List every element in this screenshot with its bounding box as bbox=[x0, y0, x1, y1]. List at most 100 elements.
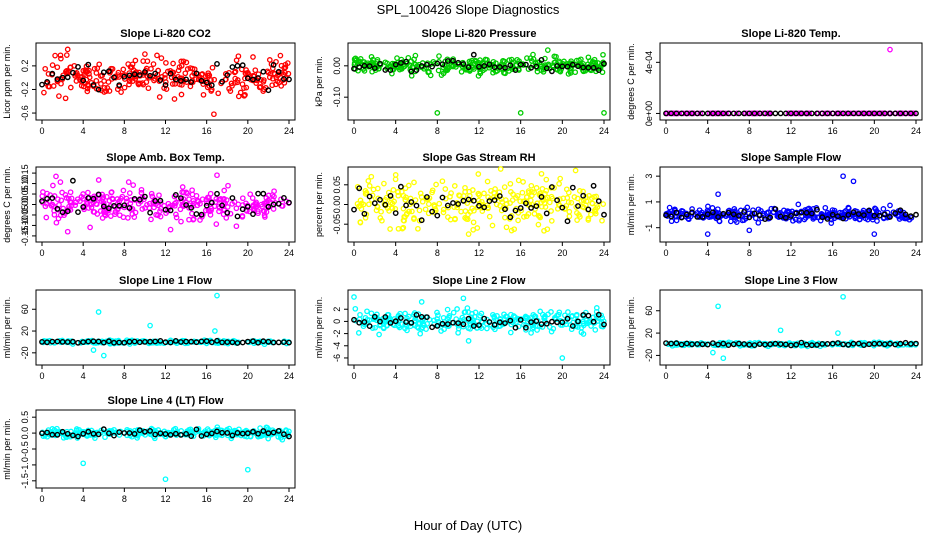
data-point bbox=[575, 324, 581, 330]
x-tick-label: 24 bbox=[284, 371, 294, 381]
y-tick-label: 0.5 bbox=[20, 411, 30, 424]
data-point bbox=[372, 324, 378, 331]
data-point bbox=[556, 196, 563, 202]
data-point bbox=[41, 89, 47, 96]
reference-point bbox=[408, 68, 415, 75]
data-point bbox=[425, 201, 432, 207]
reference-point bbox=[49, 195, 56, 202]
reference-point bbox=[131, 71, 138, 78]
data-point bbox=[796, 217, 802, 224]
reference-point bbox=[167, 431, 174, 438]
data-point bbox=[599, 315, 606, 321]
data-point bbox=[378, 208, 384, 215]
reference-point bbox=[255, 430, 262, 437]
reference-point bbox=[819, 340, 826, 347]
data-point bbox=[354, 200, 361, 207]
reference-point bbox=[782, 214, 789, 221]
reference-point bbox=[496, 193, 503, 199]
data-point bbox=[94, 211, 101, 217]
reference-point bbox=[590, 318, 597, 325]
reference-point bbox=[188, 79, 195, 85]
data-point bbox=[169, 81, 176, 87]
data-point bbox=[712, 110, 719, 117]
data-point bbox=[416, 207, 423, 214]
data-point bbox=[242, 70, 249, 77]
outlier-point bbox=[887, 46, 893, 53]
outlier-point bbox=[704, 231, 711, 237]
data-point bbox=[534, 327, 540, 333]
data-point bbox=[763, 210, 770, 216]
data-point bbox=[224, 204, 231, 210]
reference-point bbox=[585, 312, 592, 319]
y-axis-label: ml/min per min. bbox=[314, 297, 324, 359]
reference-point bbox=[538, 193, 545, 200]
data-point bbox=[137, 80, 143, 87]
reference-point bbox=[668, 340, 675, 347]
data-point bbox=[366, 317, 373, 323]
reference-point bbox=[229, 432, 236, 439]
outlier-point bbox=[850, 178, 857, 185]
reference-point bbox=[762, 341, 768, 348]
data-point bbox=[80, 191, 86, 197]
data-point bbox=[440, 206, 447, 213]
reference-point bbox=[106, 205, 112, 212]
reference-point bbox=[100, 426, 107, 433]
reference-point bbox=[465, 64, 472, 71]
data-point bbox=[744, 204, 751, 211]
reference-point bbox=[756, 212, 763, 219]
data-point bbox=[863, 212, 869, 219]
data-point bbox=[180, 196, 187, 202]
reference-point bbox=[126, 430, 133, 436]
reference-point bbox=[814, 341, 820, 348]
data-point bbox=[366, 183, 373, 189]
reference-point bbox=[188, 433, 195, 439]
data-point bbox=[184, 190, 191, 197]
reference-point bbox=[866, 341, 872, 348]
data-point bbox=[227, 88, 234, 94]
reference-point bbox=[689, 341, 695, 348]
data-point bbox=[118, 89, 124, 95]
data-point bbox=[179, 184, 186, 190]
data-point bbox=[138, 186, 145, 193]
data-point bbox=[277, 52, 284, 59]
outlier-point bbox=[559, 355, 566, 361]
reference-point bbox=[162, 82, 169, 88]
reference-point bbox=[387, 192, 394, 199]
reference-point bbox=[198, 211, 205, 218]
reference-point bbox=[80, 430, 87, 437]
data-point bbox=[368, 310, 375, 317]
y-tick-label: -0.15 bbox=[20, 226, 30, 247]
reference-point bbox=[423, 194, 430, 200]
data-point bbox=[548, 328, 555, 335]
reference-point bbox=[260, 428, 267, 434]
reference-point bbox=[85, 195, 92, 201]
reference-point bbox=[683, 110, 690, 117]
reference-point bbox=[90, 195, 97, 202]
data-point bbox=[458, 208, 464, 215]
data-point bbox=[848, 340, 854, 347]
panel-7: Slope Line 1 Flow ml/min per min. 0 4 8 12 16 2… bbox=[2, 275, 296, 381]
reference-point bbox=[460, 321, 467, 328]
reference-point bbox=[64, 430, 71, 437]
data-point bbox=[460, 323, 467, 330]
data-point bbox=[697, 110, 704, 117]
data-point bbox=[252, 67, 259, 74]
data-point bbox=[539, 185, 546, 192]
reference-point bbox=[601, 211, 607, 218]
reference-point bbox=[481, 204, 488, 211]
reference-point bbox=[595, 198, 602, 205]
reference-point bbox=[829, 211, 836, 218]
reference-point bbox=[725, 342, 732, 348]
data-point bbox=[381, 180, 387, 187]
reference-point bbox=[224, 209, 231, 216]
outlier-point bbox=[715, 191, 721, 198]
reference-point bbox=[580, 64, 587, 71]
reference-point bbox=[49, 338, 56, 345]
data-point bbox=[142, 205, 148, 211]
data-point bbox=[93, 201, 100, 208]
reference-point bbox=[234, 213, 241, 220]
reference-point bbox=[49, 431, 56, 438]
reference-point bbox=[803, 341, 810, 348]
reference-point bbox=[208, 339, 215, 346]
data-points bbox=[351, 47, 607, 116]
